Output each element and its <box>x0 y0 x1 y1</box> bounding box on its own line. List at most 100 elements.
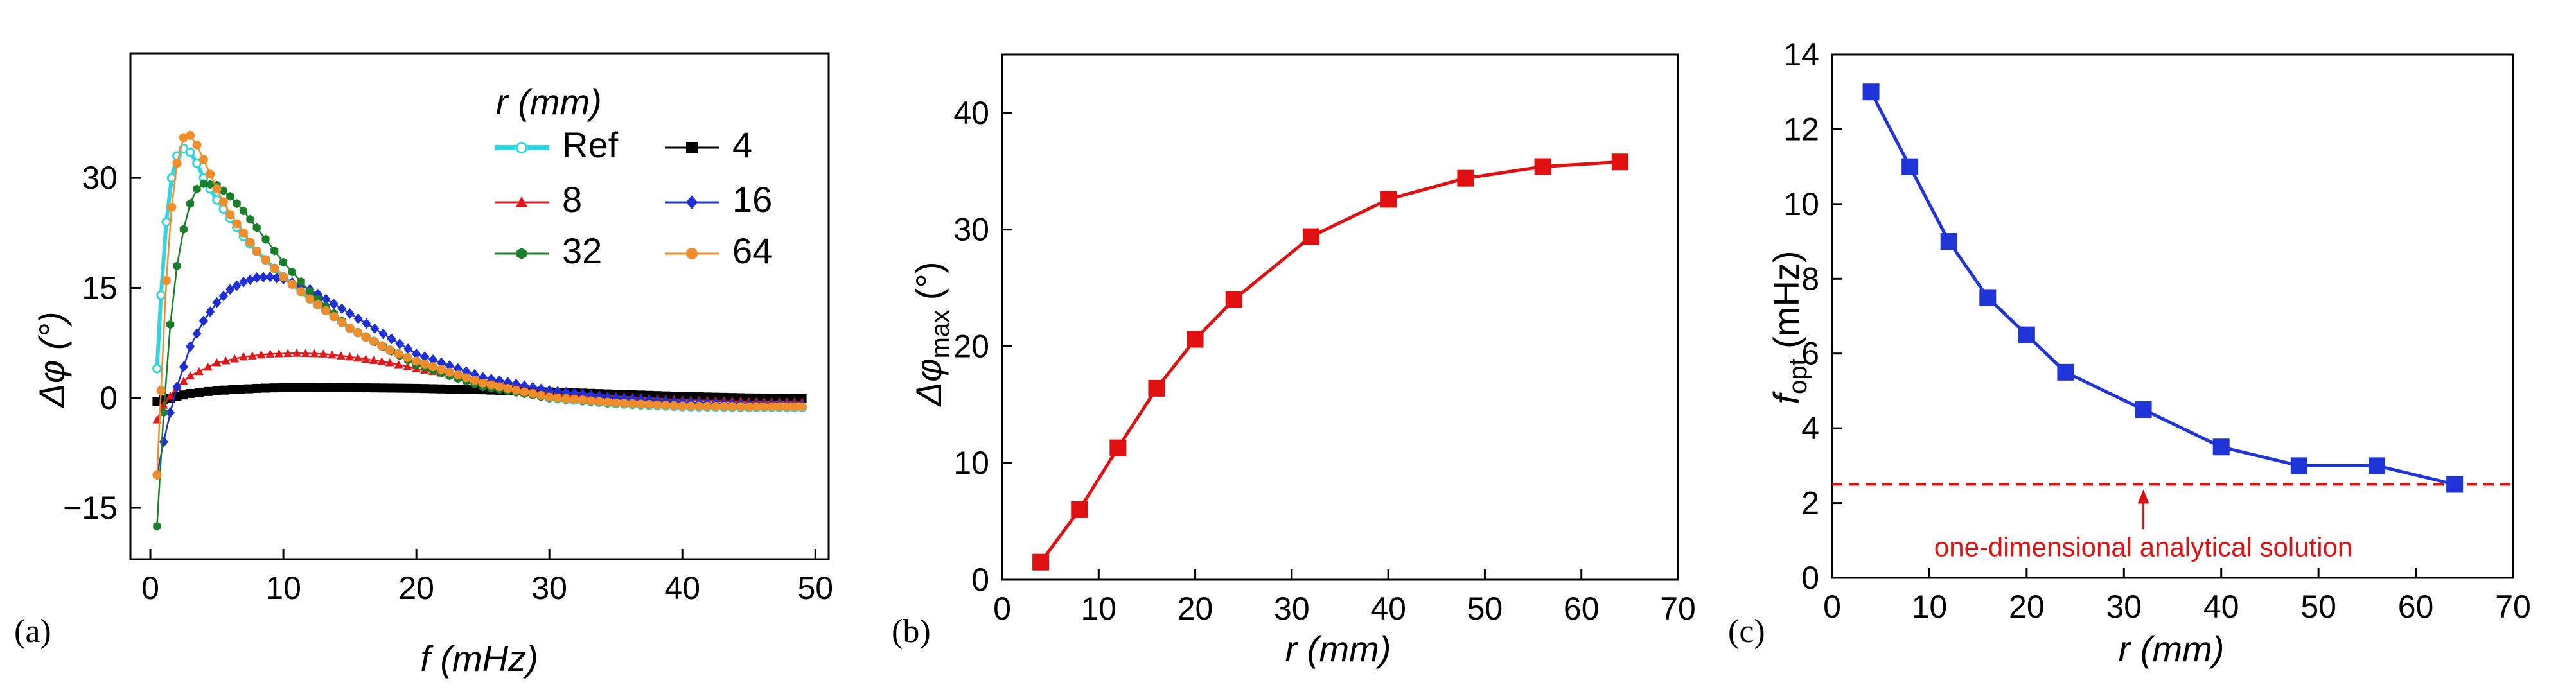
data-point <box>2290 457 2307 474</box>
reference-arrow-head <box>2137 489 2149 504</box>
panel-a-xlabel: f (mHz) <box>420 638 538 679</box>
data-point <box>172 381 182 393</box>
data-point <box>1380 191 1397 208</box>
data-point <box>394 360 403 369</box>
series-16 <box>152 271 807 481</box>
data-point <box>236 385 245 394</box>
data-point <box>173 261 181 271</box>
data-point <box>378 383 388 393</box>
data-point <box>495 382 504 392</box>
x-tick-label: 10 <box>1081 591 1116 627</box>
data-point <box>152 363 162 374</box>
x-tick-label: 50 <box>2300 589 2336 625</box>
data-point <box>159 408 168 417</box>
data-point <box>186 371 195 380</box>
data-point <box>453 385 463 394</box>
data-point <box>199 179 207 189</box>
data-point <box>2135 401 2152 419</box>
data-point <box>603 397 612 407</box>
x-tick-label: 50 <box>1467 591 1503 627</box>
data-point <box>353 383 363 392</box>
data-point <box>238 228 248 238</box>
data-point <box>313 383 322 392</box>
data-point <box>478 378 488 388</box>
data-point <box>1901 158 1919 175</box>
data-point <box>403 383 413 393</box>
data-point <box>1109 439 1127 456</box>
x-tick-label: 40 <box>2203 589 2239 625</box>
data-point <box>2057 363 2074 381</box>
legend-title: r (mm) <box>496 82 602 122</box>
data-point <box>212 386 222 395</box>
panel-a-legend: r (mm) Ref 4 8 16 32 64 <box>495 82 772 271</box>
data-point <box>461 385 471 394</box>
data-point <box>545 385 554 396</box>
data-point <box>436 365 446 374</box>
data-point <box>265 271 275 282</box>
data-point <box>297 277 305 286</box>
data-point <box>185 147 195 157</box>
data-point <box>470 385 479 394</box>
data-point <box>337 383 347 392</box>
data-point <box>759 402 769 412</box>
data-point <box>1032 553 1050 571</box>
data-point <box>292 349 301 357</box>
legend-marker <box>515 141 528 154</box>
panel-c-chart: 0 10 20 30 40 50 60 70 0 2 4 6 8 10 12 14 one-dimension… <box>1728 37 2531 669</box>
data-point <box>288 267 296 277</box>
data-point <box>166 391 175 400</box>
data-point <box>186 199 195 209</box>
data-point <box>219 186 227 196</box>
data-point <box>238 276 248 288</box>
y-tick-label: 15 <box>82 270 118 306</box>
data-point <box>252 272 261 283</box>
data-point <box>669 401 679 410</box>
y-tick-label: 8 <box>1801 261 1819 297</box>
data-point <box>226 191 234 201</box>
panel-a-ticks: 0 10 20 30 40 50 −15 0 15 30 <box>63 160 833 606</box>
data-point <box>594 397 604 406</box>
data-point <box>329 311 339 321</box>
data-point <box>520 387 529 397</box>
data-point <box>719 402 728 412</box>
data-point <box>245 238 255 247</box>
data-point <box>385 345 394 355</box>
legend-marker <box>516 248 527 259</box>
data-point <box>445 367 454 377</box>
data-point <box>218 290 228 302</box>
data-point <box>361 332 371 342</box>
data-point <box>192 140 202 150</box>
data-point <box>179 225 188 234</box>
data-point <box>198 155 208 164</box>
data-point <box>369 336 378 346</box>
data-point <box>694 401 704 411</box>
data-point <box>1534 158 1551 175</box>
y-tick-label: −15 <box>63 490 118 526</box>
y-tick-label: 30 <box>953 212 989 248</box>
data-point <box>361 354 371 363</box>
data-point <box>252 247 261 256</box>
data-point <box>218 197 228 207</box>
panel-c-letter: (c) <box>1728 613 1765 650</box>
panel-c-xlabel: r (mm) <box>2119 629 2225 669</box>
x-tick-label: 20 <box>1178 591 1213 627</box>
data-point <box>321 306 331 315</box>
panel-a-series <box>152 130 807 531</box>
data-point <box>611 398 621 408</box>
data-point <box>362 383 371 393</box>
data-point <box>287 279 297 289</box>
data-point <box>270 246 279 256</box>
panel-a-letter: (a) <box>14 613 51 650</box>
data-point <box>232 280 242 291</box>
y-tick-label: 12 <box>1783 111 1819 147</box>
data-point <box>265 349 275 358</box>
x-tick-label: 0 <box>1823 589 1841 625</box>
panel-c-ylabel: fopt (mHz) <box>1766 250 1812 404</box>
data-point <box>370 383 380 393</box>
data-point <box>283 349 293 358</box>
legend-label: 64 <box>732 230 772 271</box>
data-point <box>528 389 538 399</box>
y-tick-label: 14 <box>1783 37 1819 73</box>
panel-a-ylabel: Δφ (°) <box>31 311 72 408</box>
